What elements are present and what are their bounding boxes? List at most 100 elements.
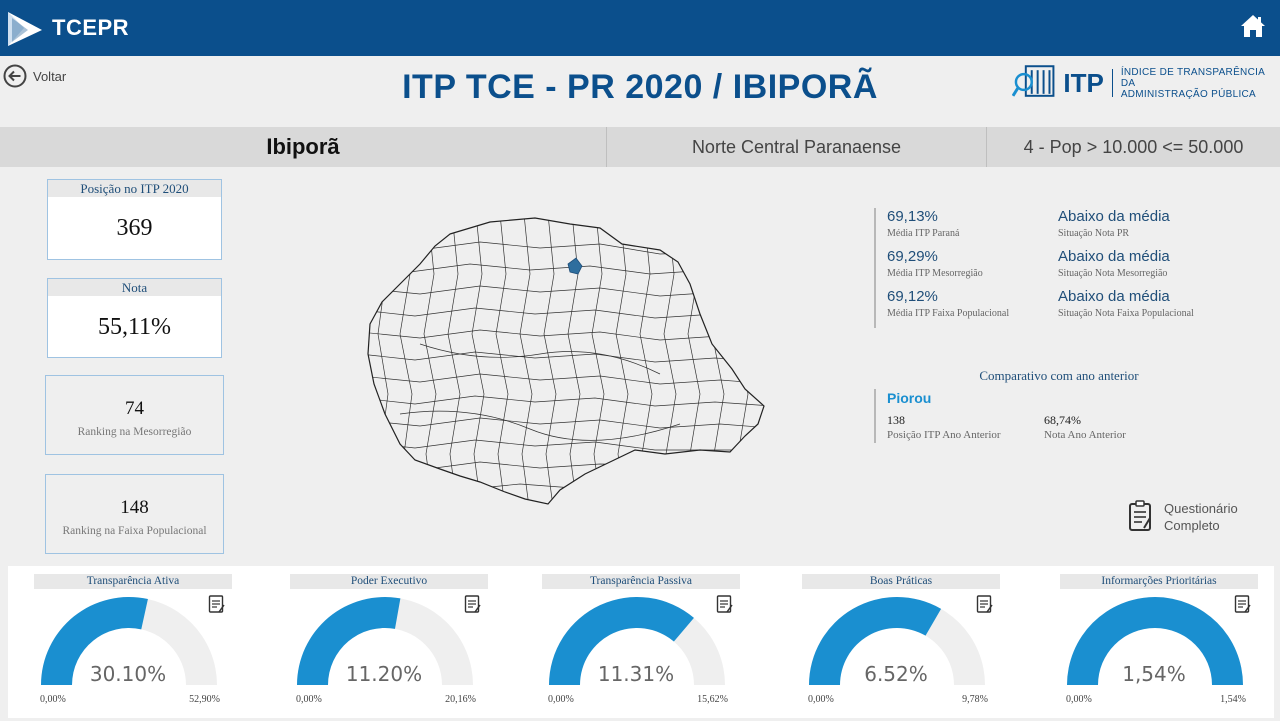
gauge-fill	[549, 597, 694, 685]
kpi-posicao-label: Posição no ITP 2020	[48, 180, 221, 197]
stat-pr-situacao-label: Situação Nota PR	[1058, 228, 1130, 239]
logo-subtitle-line1: ÍNDICE DE TRANSPARÊNCIA DA	[1120, 66, 1265, 89]
gauge-fill	[41, 597, 148, 685]
gauge-value: 30.10%	[89, 662, 167, 686]
comparativo-divider	[874, 389, 876, 443]
comparativo-posicao: 138	[887, 413, 905, 427]
stat-faixa-situacao: Abaixo da média	[1058, 288, 1170, 305]
map-state-border	[367, 217, 765, 505]
comparativo-title: Comparativo com ano anterior	[979, 368, 1139, 383]
stat-row-meso: 69,29% Média ITP Mesorregião Abaixo da m…	[874, 248, 1254, 288]
gauge-boas-praticas[interactable]: Boas Práticas 6.52% 0,00% 9,78%	[782, 574, 1022, 714]
gauge-poder-executivo[interactable]: Poder Executivo 11.20% 0,00% 20,16%	[270, 574, 510, 714]
gauge-informacoes-prioritarias[interactable]: Informarções Prioritárias 1,54% 0,00% 1,…	[1040, 574, 1280, 714]
gauge-value: 11.31%	[597, 662, 675, 686]
stat-faixa-label: Média ITP Faixa Populacional	[887, 308, 1010, 319]
back-arrow-icon	[3, 64, 27, 88]
comparativo-status: Piorou	[887, 390, 932, 406]
gauge-value: 11.20%	[345, 662, 423, 686]
stat-faixa-value: 69,12%	[887, 288, 938, 305]
comparativo-posicao-label: Posição ITP Ano Anterior	[887, 429, 1001, 441]
comparativo-nota: 68,74%	[1044, 413, 1081, 427]
gauge-min: 0,00%	[296, 694, 322, 705]
home-icon	[1241, 15, 1265, 37]
questionario-completo-link[interactable]: Questionário Completo	[1128, 500, 1238, 534]
gauge-fill	[809, 597, 942, 685]
kpi-posicao-card: Posição no ITP 2020 369	[47, 179, 222, 260]
back-label: Voltar	[33, 68, 67, 84]
kpi-posicao-value: 369	[116, 215, 153, 241]
brand[interactable]: TCEPR	[6, 8, 129, 48]
stats-panel: 69,13% Média ITP Paraná Abaixo da média …	[874, 208, 1254, 328]
kpi-ranking-faixa-label: Ranking na Faixa Populacional	[62, 525, 207, 537]
info-band: Ibiporã Norte Central Paranaense 4 - Pop…	[0, 127, 1280, 167]
gauge-fill	[1067, 597, 1243, 685]
kpi-nota-card: Nota 55,11%	[47, 278, 222, 358]
kpi-ranking-faixa-card: 148 Ranking na Faixa Populacional	[45, 474, 224, 554]
mesorregiao-name: Norte Central Paranaense	[607, 127, 987, 167]
municipio-name: Ibiporã	[0, 127, 607, 167]
gauges-panel: Transparência Ativa 30.10% 0,00% 52,90% …	[8, 566, 1274, 718]
clipboard-icon[interactable]	[1234, 594, 1252, 614]
questionario-line1: Questionário	[1164, 501, 1238, 516]
faixa-populacional: 4 - Pop > 10.000 <= 50.000	[1023, 136, 1244, 157]
gauge-transparencia-passiva[interactable]: Transparência Passiva 11.31% 0,00% 15,62…	[522, 574, 762, 714]
gauge-min: 0,00%	[40, 694, 66, 705]
stat-faixa-situacao-label: Situação Nota Faixa Populacional	[1058, 308, 1194, 319]
gauge-fill	[297, 597, 401, 685]
stat-meso-situacao-label: Situação Nota Mesorregião	[1058, 268, 1168, 279]
map-municipalities	[368, 218, 764, 504]
kpi-ranking-meso-card: 74 Ranking na Mesorregião	[45, 375, 224, 455]
gauge-title: Transparência Ativa	[34, 574, 232, 589]
home-button[interactable]	[1240, 14, 1270, 42]
stat-meso-situacao: Abaixo da média	[1058, 248, 1170, 265]
gauge-title: Boas Práticas	[802, 574, 1000, 589]
clipboard-icon[interactable]	[464, 594, 482, 614]
gauge-arc	[41, 597, 217, 685]
stat-meso-label: Média ITP Mesorregião	[887, 268, 983, 279]
logo-subtitle: ÍNDICE DE TRANSPARÊNCIA DA ADMINISTRAÇÃO…	[1121, 67, 1280, 100]
stats-divider	[874, 208, 876, 328]
parana-map[interactable]	[360, 214, 772, 514]
stat-pr-value: 69,13%	[887, 208, 938, 225]
page-title: ITP TCE - PR 2020 / IBIPORÃ	[402, 68, 878, 106]
stat-row-pr: 69,13% Média ITP Paraná Abaixo da média …	[874, 208, 1254, 248]
tcepr-logo-icon	[8, 12, 42, 46]
clipboard-icon[interactable]	[208, 594, 226, 614]
clipboard-icon	[1129, 500, 1151, 531]
comparativo-panel: Piorou 138 Posição ITP Ano Anterior 68,7…	[874, 389, 1254, 443]
brand-name: TCEPR	[52, 15, 130, 40]
gauge-max: 1,54%	[1220, 694, 1246, 705]
stat-pr-situacao: Abaixo da média	[1058, 208, 1170, 225]
gauge-title: Poder Executivo	[290, 574, 488, 589]
gauge-max: 9,78%	[962, 694, 988, 705]
logo-divider	[1111, 69, 1113, 97]
gauge-arc	[1067, 597, 1243, 685]
top-bar: TCEPR	[0, 0, 1280, 56]
gauge-transparencia-ativa[interactable]: Transparência Ativa 30.10% 0,00% 52,90%	[14, 574, 254, 714]
gauge-value: 1,54%	[1122, 662, 1186, 686]
gauge-max: 20,16%	[445, 694, 476, 705]
gauge-min: 0,00%	[808, 694, 834, 705]
gauge-max: 52,90%	[189, 694, 220, 705]
back-button[interactable]: Voltar	[3, 64, 66, 88]
stat-row-faixa: 69,12% Média ITP Faixa Populacional Abai…	[874, 288, 1254, 328]
itp-building-icon	[1012, 65, 1055, 97]
clipboard-icon[interactable]	[716, 594, 734, 614]
stat-meso-value: 69,29%	[887, 248, 938, 265]
gauge-arc	[297, 597, 473, 685]
clipboard-icon[interactable]	[976, 594, 994, 614]
questionario-label: Questionário Completo	[1164, 500, 1238, 534]
logo-acronym: ITP	[1063, 67, 1104, 98]
kpi-nota-label: Nota	[48, 279, 221, 296]
stat-pr-label: Média ITP Paraná	[887, 228, 960, 239]
map-ibipora-highlight[interactable]	[567, 257, 583, 275]
gauge-value: 6.52%	[864, 662, 928, 686]
gauge-title: Transparência Passiva	[542, 574, 740, 589]
kpi-nota-value: 55,11%	[97, 314, 172, 340]
gauge-min: 0,00%	[548, 694, 574, 705]
gauge-arc	[549, 597, 725, 685]
gauge-max: 15,62%	[697, 694, 728, 705]
itp-logo: ITP ÍNDICE DE TRANSPARÊNCIA DA ADMINISTR…	[1012, 64, 1280, 102]
gauge-title: Informarções Prioritárias	[1060, 574, 1258, 589]
